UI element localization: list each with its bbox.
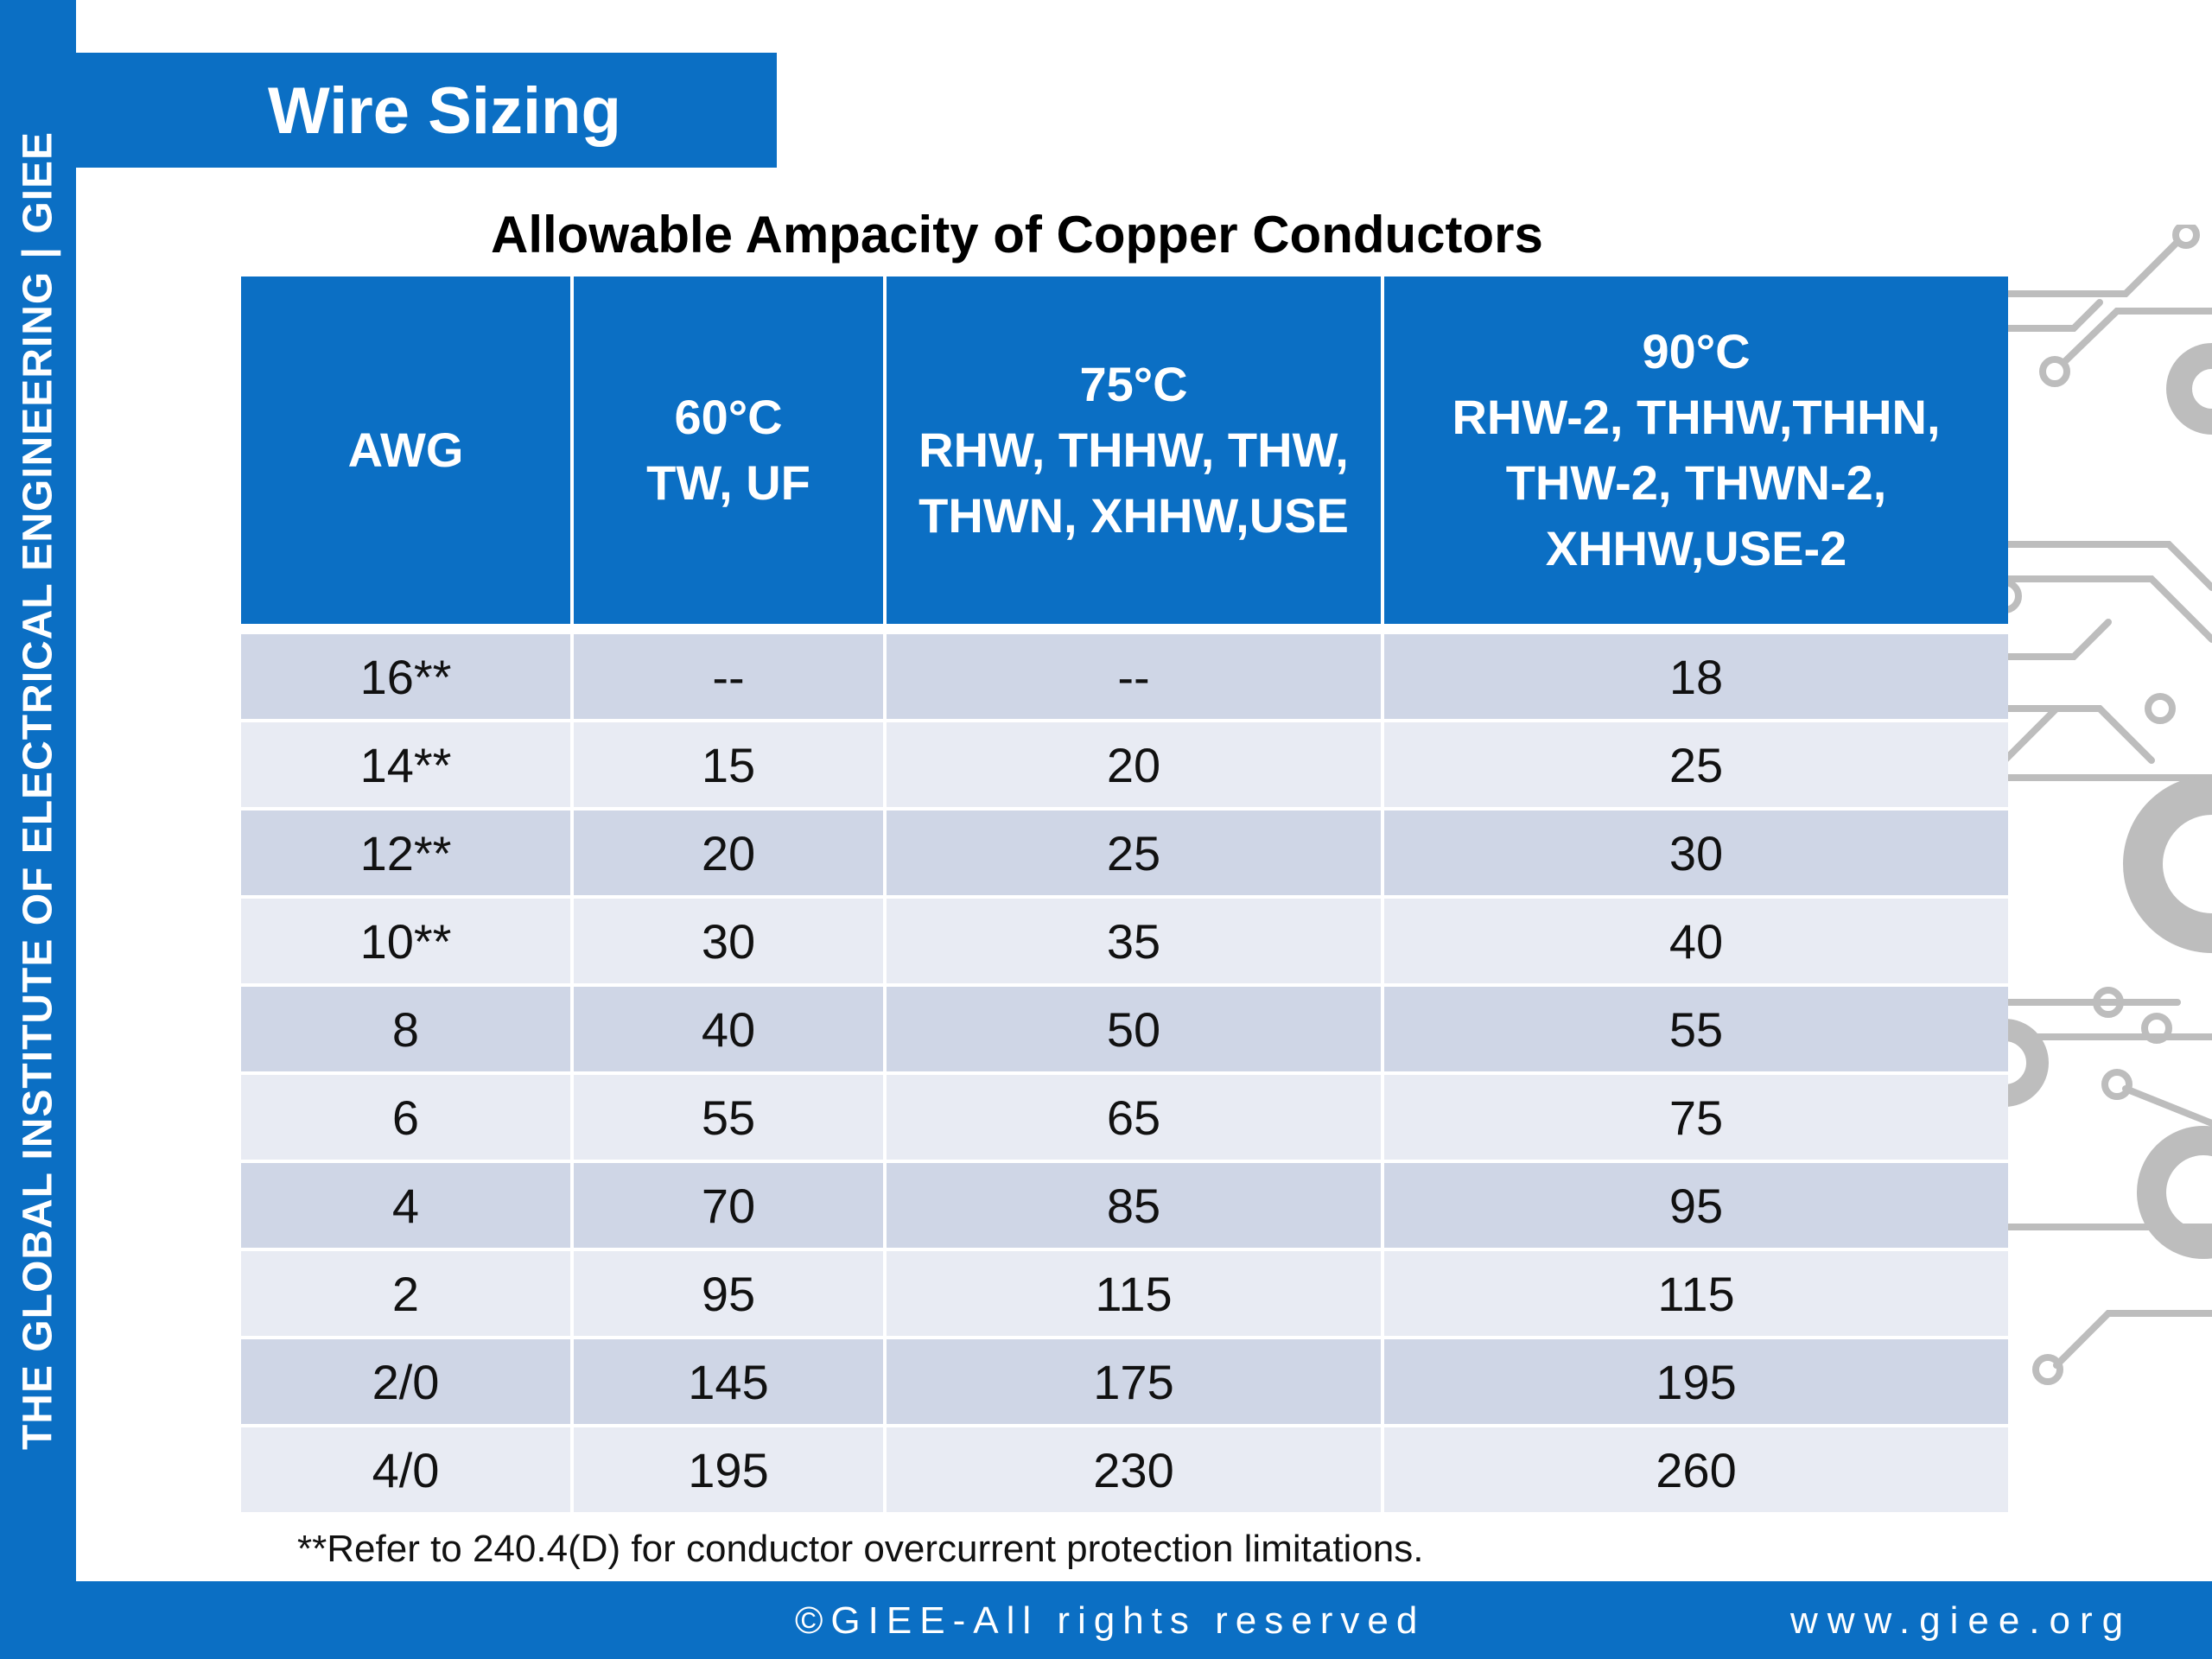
awg-cell: 6: [241, 1073, 574, 1163]
ampacity-cell: 95: [1382, 1161, 2008, 1251]
ampacity-cell: 145: [572, 1338, 887, 1427]
ampacity-cell: 115: [1382, 1249, 2008, 1339]
ampacity-cell: 195: [1382, 1338, 2008, 1427]
ampacity-cell: 95: [572, 1249, 887, 1339]
column-header-line: RHW, THHW, THW,: [918, 423, 1349, 477]
table-row: 8 40 50 55: [241, 985, 2008, 1075]
ampacity-cell: 30: [572, 897, 887, 987]
column-header: 75°C RHW, THHW, THW, THWN, XHHW,USE: [885, 276, 1384, 634]
awg-cell: 4: [241, 1161, 574, 1251]
table-row: 4/0 195 230 260: [241, 1426, 2008, 1516]
ampacity-cell: --: [572, 629, 887, 722]
ampacity-cell: --: [885, 629, 1384, 722]
ampacity-cell: 85: [885, 1161, 1384, 1251]
ampacity-cell: 30: [1382, 809, 2008, 899]
awg-cell: 16**: [241, 629, 574, 722]
ampacity-cell: 25: [885, 809, 1384, 899]
column-header: 60°C TW, UF: [572, 276, 887, 634]
column-header-line: XHHW,USE-2: [1545, 521, 1847, 575]
website-url: www.giee.org: [1790, 1599, 2133, 1642]
column-header-line: 75°C: [1079, 357, 1188, 411]
table-row: 16** -- -- 18: [241, 629, 2008, 722]
ampacity-cell: 230: [885, 1426, 1384, 1516]
table-row: 2 95 115 115: [241, 1249, 2008, 1339]
sidebar-institute-name: THE GLOBAL INSTITUTE OF ELECTRICAL ENGIN…: [15, 130, 61, 1451]
column-header-line: THWN, XHHW,USE: [918, 488, 1349, 543]
awg-cell: 4/0: [241, 1426, 574, 1516]
ampacity-cell: 25: [1382, 721, 2008, 810]
ampacity-cell: 20: [885, 721, 1384, 810]
table-body: 16** -- -- 18 14** 15 20 25 12** 20 25 30 10** 30 35 40…: [241, 629, 2008, 1516]
table-row: 14** 15 20 25: [241, 721, 2008, 810]
ampacity-cell: 70: [572, 1161, 887, 1251]
ampacity-cell: 20: [572, 809, 887, 899]
ampacity-cell: 50: [885, 985, 1384, 1075]
column-header-line: AWG: [347, 423, 464, 477]
awg-cell: 2/0: [241, 1338, 574, 1427]
ampacity-cell: 175: [885, 1338, 1384, 1427]
footer-bar: [0, 1581, 2212, 1659]
header-row: AWG 60°C TW, UF 75°C RHW, THHW, THW, THWN, XH…: [241, 276, 2008, 634]
awg-cell: 12**: [241, 809, 574, 899]
column-header-line: 60°C: [674, 390, 783, 444]
awg-cell: 10**: [241, 897, 574, 987]
ampacity-cell: 55: [1382, 985, 2008, 1075]
column-header-line: RHW-2, THHW,THHN,: [1452, 390, 1941, 444]
title-banner: [76, 53, 777, 168]
ampacity-cell: 35: [885, 897, 1384, 987]
footnote: **Refer to 240.4(D) for conductor overcu…: [297, 1528, 1424, 1570]
table-row: 2/0 145 175 195: [241, 1338, 2008, 1427]
awg-cell: 14**: [241, 721, 574, 810]
ampacity-cell: 18: [1382, 629, 2008, 722]
copyright-text: ©GIEE-All rights reserved: [795, 1599, 1426, 1642]
ampacity-cell: 40: [572, 985, 887, 1075]
column-header-line: 90°C: [1642, 324, 1751, 378]
ampacity-cell: 65: [885, 1073, 1384, 1163]
table-row: 12** 20 25 30: [241, 809, 2008, 899]
ampacity-cell: 15: [572, 721, 887, 810]
ampacity-cell: 195: [572, 1426, 887, 1516]
column-header: AWG: [241, 276, 574, 634]
ampacity-cell: 260: [1382, 1426, 2008, 1516]
column-header: 90°C RHW-2, THHW,THHN, THW-2, THWN-2, XHHW,…: [1382, 276, 2008, 634]
table-row: 10** 30 35 40: [241, 897, 2008, 987]
awg-cell: 2: [241, 1249, 574, 1339]
table-header: AWG 60°C TW, UF 75°C RHW, THHW, THW, THWN, XH…: [241, 276, 2008, 634]
column-header-line: THW-2, THWN-2,: [1505, 455, 1887, 510]
circuit-board-decoration-icon: [2005, 225, 2212, 1385]
column-header-line: TW, UF: [646, 455, 810, 510]
table-row: 6 55 65 75: [241, 1073, 2008, 1163]
ampacity-cell: 115: [885, 1249, 1384, 1339]
ampacity-cell: 75: [1382, 1073, 2008, 1163]
sidebar: THE GLOBAL INSTITUTE OF ELECTRICAL ENGIN…: [0, 0, 76, 1581]
table-title: Allowable Ampacity of Copper Conductors: [491, 206, 1543, 264]
slide-title: Wire Sizing: [268, 74, 621, 148]
ampacity-table: AWG 60°C TW, UF 75°C RHW, THHW, THW, THWN, XH…: [241, 276, 2008, 1516]
ampacity-cell: 40: [1382, 897, 2008, 987]
awg-cell: 8: [241, 985, 574, 1075]
ampacity-cell: 55: [572, 1073, 887, 1163]
table-row: 4 70 85 95: [241, 1161, 2008, 1251]
